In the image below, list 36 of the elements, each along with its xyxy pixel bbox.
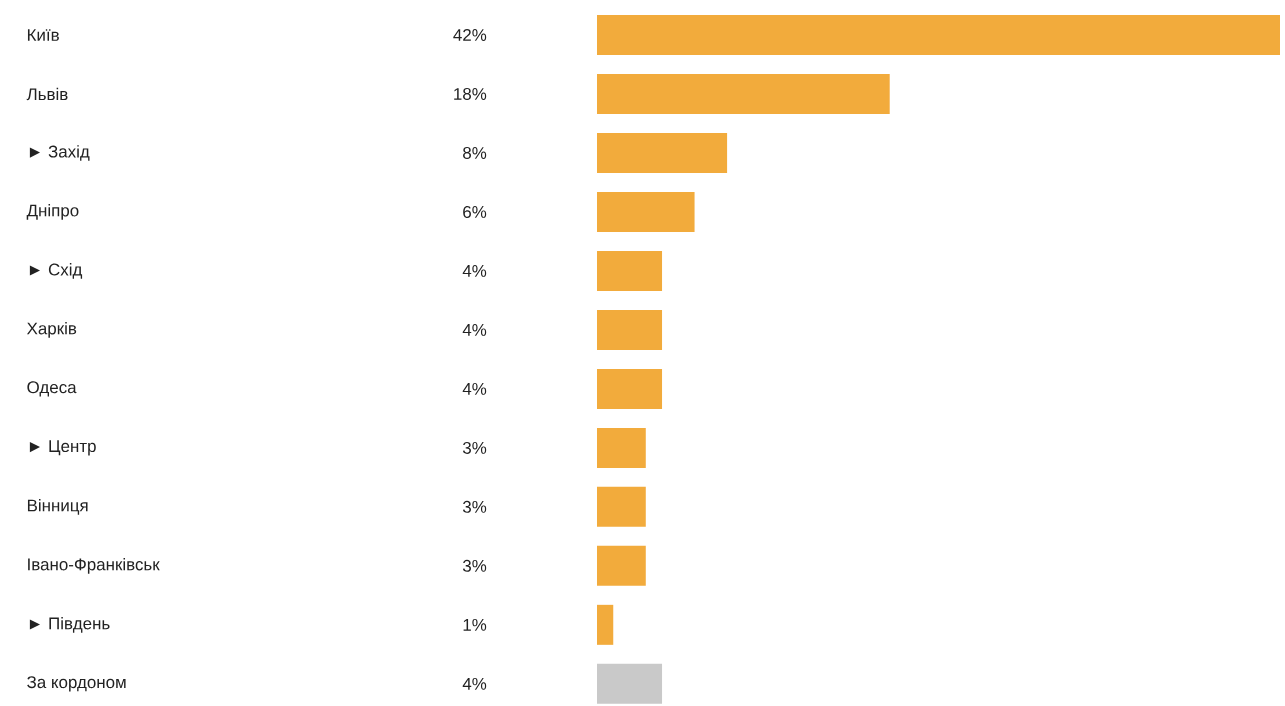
- data-label: 4%: [462, 265, 487, 277]
- y-tick-label: ► Схід: [29, 263, 83, 279]
- data-label: 4%: [462, 382, 487, 395]
- data-label: 4%: [462, 677, 487, 690]
- y-tick-label: Львів: [26, 87, 68, 101]
- bar: [596, 427, 646, 468]
- data-label: 3%: [462, 441, 487, 454]
- data-label: 3%: [462, 559, 487, 572]
- bar: [596, 73, 890, 114]
- y-tick-label: Вінниця: [27, 499, 88, 515]
- bar: [596, 309, 663, 350]
- y-tick-label: Одеса: [27, 381, 77, 397]
- data-label: 1%: [463, 618, 487, 631]
- bar: [596, 14, 1280, 55]
- data-label: 6%: [463, 205, 487, 218]
- y-tick-label: Київ: [27, 29, 59, 41]
- y-tick-label: За кордоном: [27, 676, 126, 692]
- bar: [596, 368, 663, 409]
- bar: [596, 663, 663, 704]
- bar: [596, 486, 646, 527]
- y-tick-label: ► Захід: [29, 145, 90, 161]
- y-tick-label: ► Центр: [29, 440, 96, 456]
- bar: [596, 132, 728, 173]
- bar: [596, 191, 695, 232]
- data-label: 18%: [454, 87, 487, 100]
- bar: [596, 545, 646, 586]
- data-label: 42%: [453, 29, 487, 41]
- y-tick-label: ► Південь: [29, 617, 110, 633]
- bar: [596, 250, 663, 291]
- data-label: 8%: [463, 146, 487, 159]
- data-label: 3%: [462, 500, 487, 513]
- y-tick-label: Харків: [26, 322, 77, 338]
- y-tick-label: Івано-Франківськ: [28, 557, 160, 574]
- y-tick-label: Дніпро: [26, 204, 79, 220]
- bar: [596, 604, 614, 645]
- data-label: 4%: [462, 323, 487, 336]
